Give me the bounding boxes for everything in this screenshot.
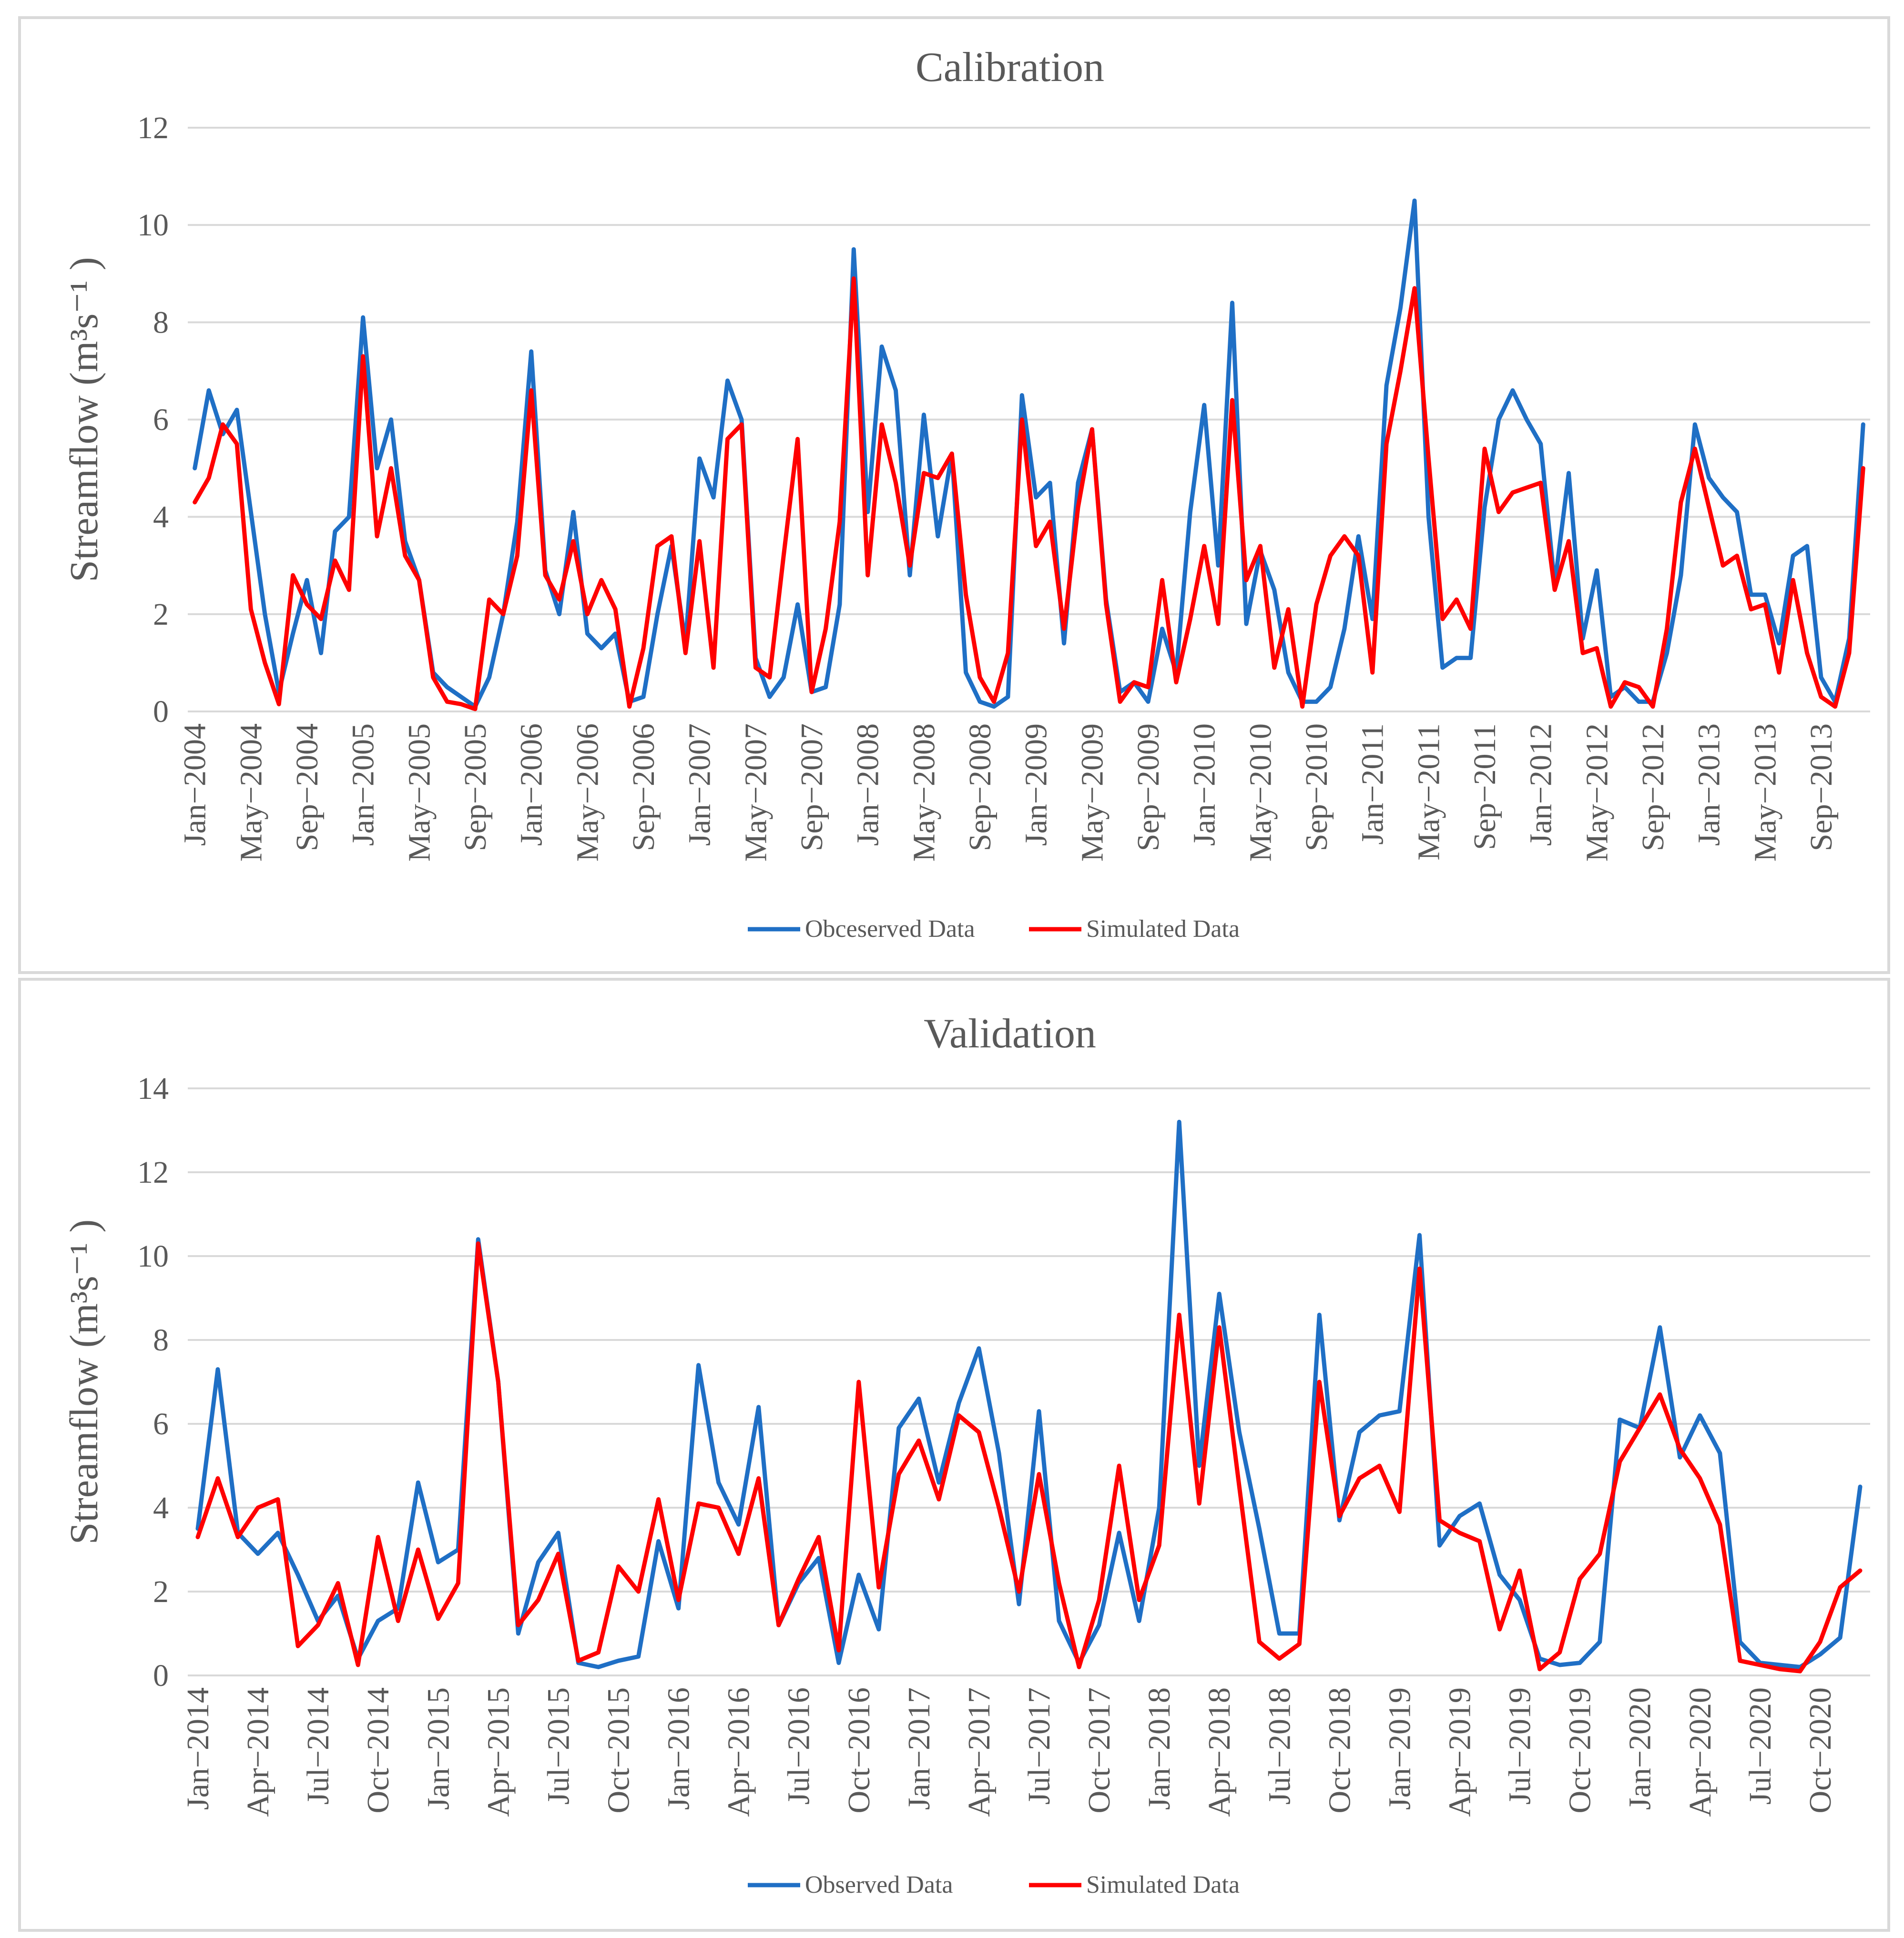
x-tick-label: Sep−2005 <box>458 723 493 851</box>
y-tick-label: 8 <box>153 305 169 340</box>
y-tick-label: 12 <box>137 111 169 145</box>
calibration-chart: Calibration 0 2 4 6 8 10 12 Streamflow (m³s⁻¹ ) J… <box>62 44 1870 943</box>
y-axis-label: Streamflow (m³s⁻¹ ) <box>62 257 106 582</box>
x-tick-label: May−2013 <box>1748 723 1782 862</box>
x-tick-label: Apr−2014 <box>241 1687 275 1817</box>
x-tick-label: Jan−2011 <box>1355 723 1390 845</box>
x-tick-label: Oct−2016 <box>842 1687 876 1814</box>
validation-chart: Validation 0 2 4 6 8 10 12 14 Streamflow (m³s⁻¹ )… <box>62 1011 1870 1898</box>
x-tick-label: Jan−2014 <box>181 1687 215 1810</box>
x-tick-label: Jan−2008 <box>851 723 886 846</box>
x-tick-label: Oct−2020 <box>1803 1687 1838 1814</box>
x-tick-label: May−2010 <box>1243 723 1278 862</box>
x-tick-label: Apr−2020 <box>1683 1687 1718 1817</box>
x-tick-label: Sep−2007 <box>794 723 829 851</box>
x-tick-label: Oct−2014 <box>361 1687 396 1814</box>
y-tick-label: 0 <box>153 1658 169 1693</box>
y-tick-label: 0 <box>153 694 169 729</box>
y-tick-label: 12 <box>137 1155 169 1190</box>
observed-series-line <box>193 198 1865 709</box>
y-tick-label: 6 <box>153 403 169 437</box>
x-tick-label: Apr−2017 <box>962 1687 997 1817</box>
chart-title: Validation <box>924 1011 1096 1057</box>
x-tick-label: Jan−2007 <box>682 723 717 846</box>
observed-series-line <box>195 1119 1863 1669</box>
x-tick-label: Jan−2017 <box>902 1687 937 1810</box>
legend-simulated-label: Simulated Data <box>1086 915 1240 943</box>
x-tick-label: Jan−2005 <box>346 723 381 846</box>
x-tick-label: Oct−2017 <box>1082 1687 1117 1814</box>
x-tick-label: Sep−2010 <box>1299 723 1334 851</box>
legend-simulated-label: Simulated Data <box>1086 1871 1240 1898</box>
x-tick-label: Oct−2015 <box>601 1687 636 1814</box>
x-tick-label: Sep−2009 <box>1131 723 1166 851</box>
x-tick-label: Jan−2015 <box>421 1687 456 1810</box>
validation-panel: Validation 0 2 4 6 8 10 12 14 Streamflow (m³s⁻¹ )… <box>18 978 1890 1932</box>
x-tick-label: Jul−2019 <box>1503 1687 1537 1805</box>
x-tick-label: Jan−2013 <box>1692 723 1727 846</box>
x-tick-label: Jan−2004 <box>178 723 213 846</box>
x-tick-label: Sep−2012 <box>1636 723 1670 851</box>
x-tick-label: May−2011 <box>1411 723 1446 861</box>
x-tick-label: Jan−2020 <box>1623 1687 1658 1810</box>
x-tick-label: May−2006 <box>570 723 605 862</box>
legend-observed-label: Observed Data <box>805 1871 953 1898</box>
x-tick-label: Jul−2018 <box>1262 1687 1297 1805</box>
y-tick-label: 2 <box>153 597 169 632</box>
x-tick-label: Jan−2012 <box>1524 723 1558 846</box>
x-tick-label: Jan−2019 <box>1382 1687 1417 1810</box>
x-tick-label: Jan−2009 <box>1019 723 1054 846</box>
x-tick-label: Oct−2018 <box>1322 1687 1357 1814</box>
calibration-panel: Calibration 0 2 4 6 8 10 12 Streamflow (m³s⁻¹ ) J… <box>18 16 1890 974</box>
x-tick-label: May−2007 <box>738 723 773 862</box>
x-tick-label: Jul−2020 <box>1743 1687 1778 1805</box>
y-tick-label: 8 <box>153 1323 169 1358</box>
y-tick-label: 4 <box>153 1491 169 1525</box>
x-tick-label: May−2005 <box>402 723 437 862</box>
x-tick-label: May−2009 <box>1075 723 1110 862</box>
x-tick-label: Sep−2004 <box>290 723 325 851</box>
x-tick-label: Sep−2008 <box>963 723 998 851</box>
simulated-series-line <box>193 276 1865 711</box>
x-tick-label: Sep−2006 <box>626 723 661 851</box>
y-tick-label: 2 <box>153 1574 169 1609</box>
x-tick-label: Jul−2016 <box>782 1687 816 1805</box>
y-tick-label: 6 <box>153 1407 169 1441</box>
x-tick-label: Jul−2014 <box>301 1687 336 1805</box>
y-tick-label: 14 <box>137 1071 169 1106</box>
x-tick-label: May−2008 <box>906 723 941 862</box>
y-tick-label: 4 <box>153 500 169 535</box>
y-tick-label: 10 <box>137 208 169 243</box>
x-tick-label: Apr−2016 <box>722 1687 756 1817</box>
x-tick-label: May−2012 <box>1579 723 1614 862</box>
x-tick-label: May−2004 <box>234 723 268 862</box>
x-tick-label: Jan−2016 <box>662 1687 696 1810</box>
chart-title: Calibration <box>916 44 1104 91</box>
x-tick-label: Jan−2018 <box>1142 1687 1177 1810</box>
y-axis-label: Streamflow (m³s⁻¹ ) <box>62 1219 106 1545</box>
x-tick-label: Apr−2015 <box>481 1687 516 1817</box>
y-tick-label: 10 <box>137 1239 169 1274</box>
legend-observed-label: Obceserved Data <box>805 915 975 943</box>
x-tick-label: Apr−2018 <box>1202 1687 1237 1817</box>
x-tick-label: Jul−2015 <box>541 1687 576 1805</box>
x-tick-label: Sep−2013 <box>1804 723 1839 851</box>
x-tick-label: Jan−2006 <box>514 723 549 846</box>
x-tick-label: Sep−2011 <box>1467 723 1502 850</box>
x-tick-label: Jan−2010 <box>1187 723 1222 846</box>
simulated-series-line <box>195 1241 1863 1674</box>
x-tick-label: Jul−2017 <box>1022 1687 1057 1805</box>
x-tick-label: Oct−2019 <box>1563 1687 1598 1814</box>
x-tick-label: Apr−2019 <box>1443 1687 1477 1817</box>
